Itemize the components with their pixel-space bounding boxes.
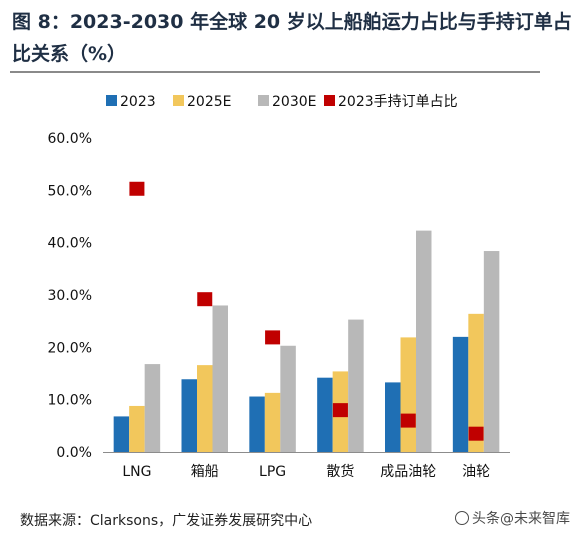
order-marker-3	[332, 403, 348, 418]
legend-swatch-2	[258, 95, 269, 106]
bar-2025E-0	[129, 405, 145, 452]
order-marker-4	[400, 413, 416, 428]
bar-2023-4	[385, 382, 401, 452]
bar-2030E-1	[212, 305, 228, 452]
x-category-label: LNG	[122, 464, 151, 480]
y-tick-label: 30.0%	[48, 288, 92, 304]
bar-2023-3	[317, 377, 333, 452]
watermark-logo-icon	[455, 511, 469, 525]
legend-label-2: 2030E	[272, 94, 316, 110]
bar-2030E-3	[348, 319, 364, 452]
bar-2023-1	[181, 379, 197, 452]
order-marker-0	[129, 181, 145, 196]
x-axis: LNG 箱船 LPG 散货 成品油轮 油轮	[103, 452, 510, 480]
legend-swatch-3	[324, 95, 335, 106]
bar-2025E-1	[197, 365, 213, 452]
bar-2025E-5	[468, 313, 484, 452]
bar-2030E-5	[483, 251, 500, 452]
title-divider	[10, 71, 540, 73]
chart-title: 图 8：2023-2030 年全球 20 岁以上船舶运力占比与手持订单占比关系（…	[12, 11, 572, 65]
bar-2025E-2	[264, 392, 281, 452]
bar-2030E-0	[144, 364, 161, 452]
legend-swatch-1	[173, 95, 184, 106]
y-tick-label: 0.0%	[56, 445, 92, 461]
x-category-label: 油轮	[462, 464, 490, 480]
y-tick-label: 10.0%	[48, 393, 92, 409]
x-category-label: 成品油轮	[380, 464, 436, 480]
y-tick-label: 40.0%	[48, 236, 92, 252]
chart: 2023 2025E 2030E 2023手持订单占比 0.0% 10.0% 20.0% 3…	[48, 94, 510, 480]
legend-label-0: 2023	[120, 94, 156, 110]
watermark: 头条@未来智库	[455, 508, 570, 528]
order-marker-5	[468, 426, 484, 441]
y-axis: 0.0% 10.0% 20.0% 30.0% 40.0% 50.0% 60.0%	[48, 131, 92, 461]
bar-2030E-2	[280, 345, 296, 452]
source-note: 数据来源：Clarksons，广发证券发展研究中心	[20, 513, 313, 529]
bar-2025E-4	[400, 337, 416, 452]
x-category-label: 箱船	[191, 464, 219, 480]
y-tick-label: 50.0%	[48, 183, 92, 199]
watermark-text: 头条@未来智库	[472, 511, 570, 527]
x-category-label: 散货	[326, 463, 354, 480]
legend: 2023 2025E 2030E 2023手持订单占比	[106, 94, 458, 110]
bar-2023-2	[249, 396, 265, 452]
bars	[113, 230, 500, 452]
order-marker-2	[265, 330, 281, 345]
legend-swatch-0	[106, 95, 117, 106]
y-tick-label: 60.0%	[48, 131, 92, 147]
legend-label-1: 2025E	[187, 94, 231, 110]
bar-2023-0	[113, 416, 130, 452]
bar-2030E-4	[416, 230, 432, 452]
y-tick-label: 20.0%	[48, 340, 92, 356]
x-category-label: LPG	[259, 464, 286, 480]
bar-2023-5	[452, 336, 469, 452]
order-marker-1	[197, 292, 213, 307]
order-markers	[129, 181, 484, 441]
legend-label-3: 2023手持订单占比	[338, 94, 458, 110]
